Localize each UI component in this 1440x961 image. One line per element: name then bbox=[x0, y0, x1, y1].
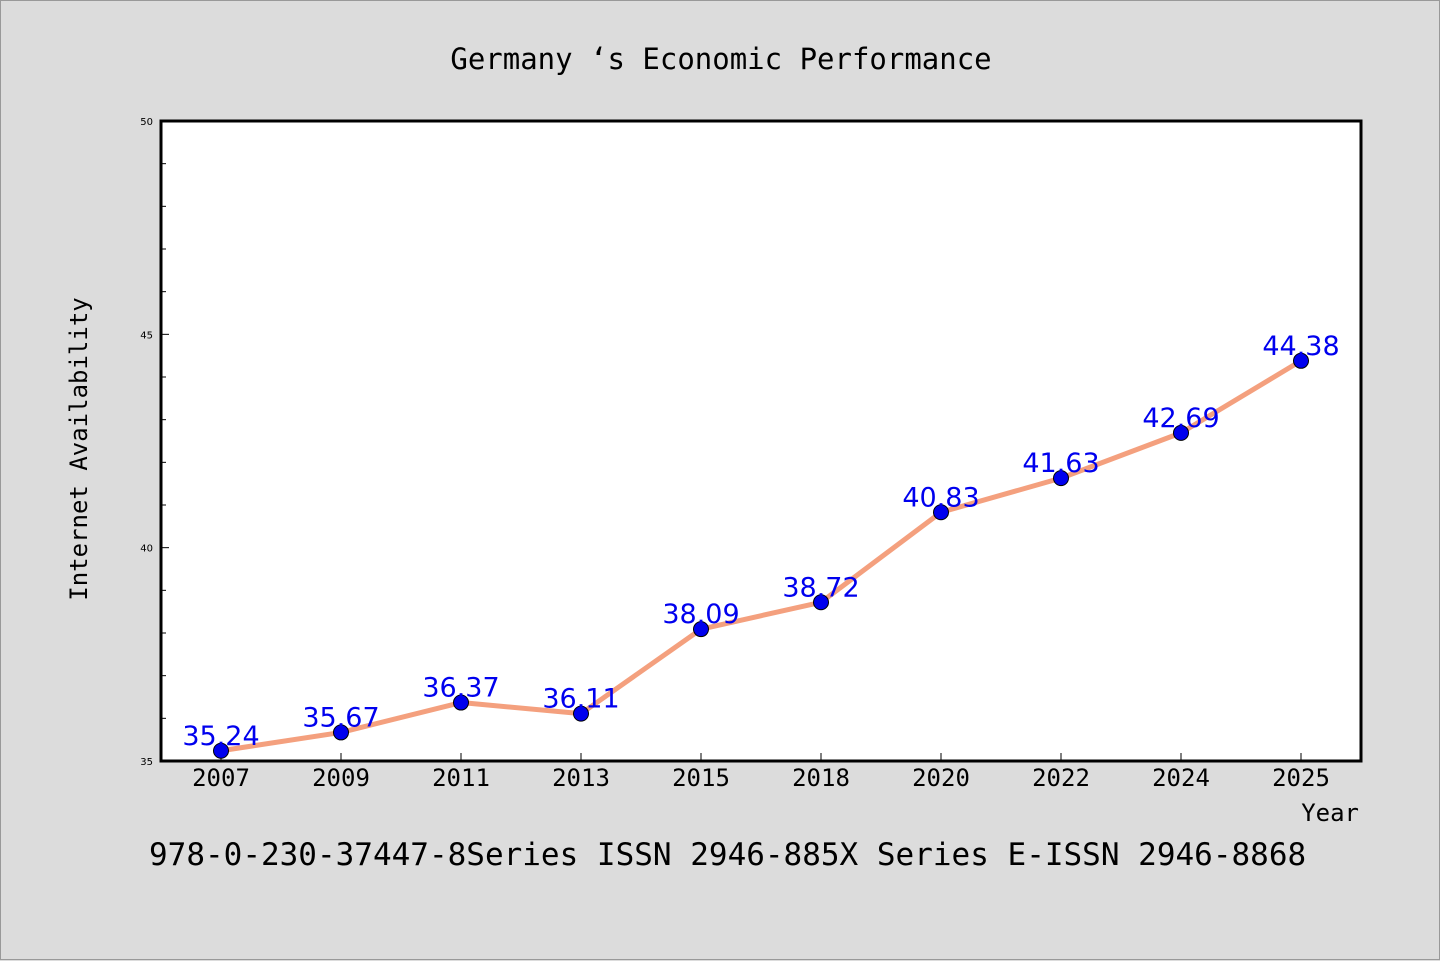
data-point bbox=[453, 694, 469, 711]
x-tick-label: 2025 bbox=[1272, 764, 1330, 792]
data-label: 44.38 bbox=[1262, 331, 1339, 362]
x-tick-label: 2020 bbox=[912, 764, 970, 792]
data-label: 35.24 bbox=[182, 721, 259, 752]
data-label: 40.83 bbox=[902, 482, 979, 513]
data-point bbox=[813, 594, 829, 611]
plot-area bbox=[161, 121, 1361, 761]
data-label: 41.63 bbox=[1022, 448, 1099, 479]
plot-frame bbox=[159, 119, 1363, 763]
data-point bbox=[573, 705, 589, 722]
data-label: 36.37 bbox=[422, 673, 499, 704]
y-tick-label: 45 bbox=[140, 330, 153, 341]
x-tick-label: 2024 bbox=[1152, 764, 1210, 792]
x-tick-label: 2022 bbox=[1032, 764, 1090, 792]
x-tick-label: 2007 bbox=[192, 764, 250, 792]
y-axis-label: Internet Availability bbox=[65, 297, 93, 600]
data-point bbox=[693, 621, 709, 638]
data-label: 42.69 bbox=[1142, 403, 1219, 434]
chart-title: Germany ‘s Economic Performance bbox=[450, 42, 991, 76]
data-labels: 35.24 35.67 36.37 36.11 38.09 38.72 40.83 41.63… bbox=[182, 331, 1339, 752]
data-point bbox=[1053, 470, 1069, 487]
data-label: 38.72 bbox=[782, 572, 859, 603]
data-label: 38.09 bbox=[662, 599, 739, 630]
y-tick-label: 50 bbox=[140, 117, 153, 128]
data-label: 36.11 bbox=[542, 684, 619, 715]
footer-text: 978-0-230-37447-8Series ISSN 2946-885X S… bbox=[149, 837, 1306, 873]
data-point bbox=[933, 504, 949, 521]
y-tick-label: 40 bbox=[140, 544, 153, 555]
x-tick-label: 2011 bbox=[432, 764, 490, 792]
data-point bbox=[1173, 424, 1189, 441]
data-point bbox=[1293, 352, 1309, 369]
x-tick-label: 2009 bbox=[312, 764, 370, 792]
x-tick-label: 2018 bbox=[792, 764, 850, 792]
x-axis: 2007 2009 2011 2013 2015 2018 2020 2022 2024 2025 bbox=[192, 753, 1330, 792]
y-tick-label: 35 bbox=[140, 757, 153, 768]
x-tick-label: 2015 bbox=[672, 764, 730, 792]
data-label: 35.67 bbox=[302, 702, 379, 733]
series-markers bbox=[213, 352, 1309, 759]
x-axis-label: Year bbox=[1301, 799, 1359, 827]
x-tick-label: 2013 bbox=[552, 764, 610, 792]
series-line bbox=[218, 358, 1304, 754]
data-point bbox=[333, 724, 349, 741]
data-point bbox=[213, 742, 229, 759]
